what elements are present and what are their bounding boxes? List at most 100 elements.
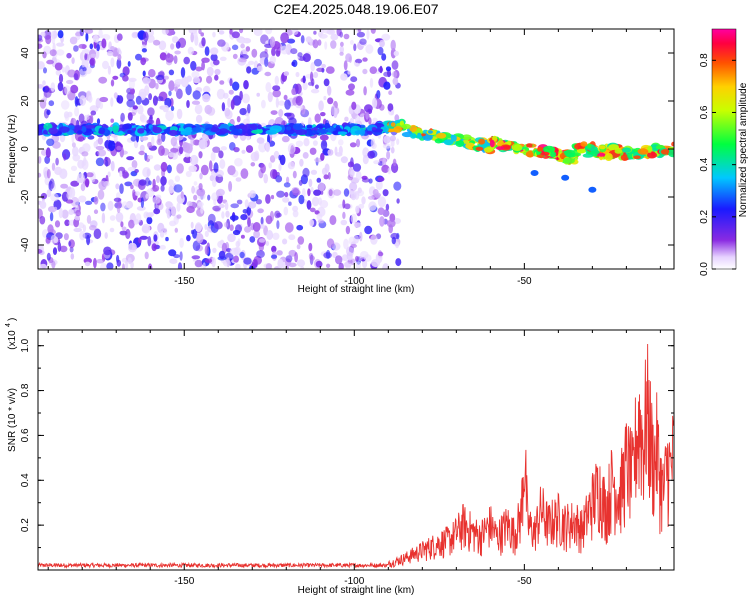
spectrogram-noise-cell	[361, 196, 366, 205]
spectrogram-noise-cell	[356, 31, 365, 38]
spectrogram-noise-cell	[317, 197, 323, 205]
spectrogram-noise-cell	[214, 68, 221, 76]
spectrogram-noise-cell	[56, 42, 65, 47]
spectrogram-noise-cell	[127, 257, 132, 265]
spectrogram-signal-cell	[239, 124, 248, 130]
snr-panel: -150 -100 -50 0.2 0.4 0.6 0.8 1.0 Height of st…	[5, 318, 675, 596]
spectrogram-noise-cell	[270, 254, 278, 259]
spectrogram-noise-cell	[358, 203, 365, 209]
spectrogram-noise-cell	[192, 240, 201, 252]
spectrogram-noise-cell	[96, 258, 105, 264]
spectrogram-noise-cell	[191, 255, 201, 260]
spectrogram-noise-cell	[375, 180, 383, 190]
spectrogram-signal-cell	[525, 151, 534, 158]
spectrogram-noise-cell	[340, 41, 344, 47]
spectrogram-noise-cell	[390, 47, 396, 59]
spectrogram-noise-cell	[197, 201, 204, 207]
spectrogram-noise-cell	[319, 33, 328, 39]
spectrogram-noise-cell	[139, 235, 149, 240]
spectrogram-signal-cell	[489, 139, 495, 148]
spectrogram-noise-cell	[207, 213, 216, 225]
spectrogram-noise-cell	[72, 146, 79, 157]
spectrogram-noise-cell	[346, 246, 355, 257]
spectrogram-noise-cell	[96, 44, 100, 52]
spectrogram-noise-cell	[216, 88, 225, 100]
spectrogram-noise-cell	[229, 78, 233, 87]
spectrogram-noise-cell	[330, 33, 339, 41]
spectrogram-noise-cell	[136, 206, 146, 211]
spectrogram-noise-cell	[391, 60, 399, 70]
spectrogram-signal-cell	[599, 145, 606, 150]
spectrogram-signal-cell	[180, 130, 192, 136]
spectrogram-noise-cell	[152, 184, 160, 192]
spectrogram-noise-cell	[395, 258, 402, 267]
spectrogram-signal-cell	[434, 138, 443, 144]
spectrogram-noise-cell	[352, 163, 362, 172]
spectrogram-signal-cell	[450, 134, 457, 142]
spectrogram-noise-cell	[138, 179, 147, 186]
spectrogram-noise-cell	[313, 189, 322, 196]
spectrogram-noise-cell	[212, 247, 217, 254]
spectrogram-noise-cell	[172, 36, 179, 44]
spectrogram-signal-cell	[371, 127, 377, 131]
spectrogram-noise-cell	[80, 183, 86, 192]
spectrogram-signal-cell	[620, 154, 629, 161]
spectrogram-noise-cell	[248, 265, 255, 269]
spectrogram-noise-cell	[295, 95, 303, 106]
spectrogram-noise-cell	[97, 189, 105, 200]
spectrogram-noise-cell	[326, 263, 331, 268]
spectrogram-noise-cell	[192, 229, 198, 239]
spectrogram-signal-cell	[577, 148, 586, 154]
spectrogram-noise-cell	[340, 156, 348, 164]
spectrogram-noise-cell	[323, 95, 327, 101]
spectrogram-noise-cell	[265, 29, 273, 35]
spectrogram-noise-cell	[348, 56, 352, 63]
snr-x-tick-label: -50	[517, 576, 532, 587]
spectrogram-noise-cell	[215, 190, 221, 197]
spectrogram-noise-cell	[258, 142, 267, 153]
spectrogram-noise-cell	[159, 231, 165, 238]
spectrogram-noise-cell	[253, 29, 263, 37]
spectrogram-noise-cell	[241, 149, 246, 154]
spectrogram-noise-cell	[282, 238, 288, 245]
spectrogram-noise-cell	[170, 206, 177, 217]
spectrogram-noise-cell	[162, 104, 169, 113]
spectrogram-noise-cell	[77, 173, 85, 184]
spectrogram-noise-cell	[204, 230, 209, 238]
spectrogram-signal-cell	[332, 130, 339, 135]
spectrogram-noise-cell	[319, 134, 329, 141]
colorbar-ticks: 0.0 0.2 0.4 0.6 0.8	[699, 53, 736, 276]
spectrogram-noise-cell	[355, 170, 362, 181]
spectrogram-noise-cell	[152, 95, 158, 106]
snr-x-label: Height of straight line (km)	[298, 585, 415, 596]
spectrogram-noise-cell	[277, 100, 286, 106]
spectrogram-signal-cell	[152, 126, 163, 134]
spectrogram-noise-cell	[60, 100, 70, 110]
spectrogram-noise-cell	[90, 110, 97, 116]
spectrogram-noise-cell	[81, 44, 87, 49]
spectrogram-noise-cell	[64, 85, 71, 95]
spectrogram-signal-cell	[483, 147, 493, 153]
colorbar-label: Normalized spectral amplitude	[738, 82, 749, 217]
spectrogram-noise-cell	[192, 90, 201, 100]
spectrogram-noise-cell	[379, 39, 385, 48]
spectrogram-noise-cell	[252, 259, 258, 268]
spectrogram-noise-cell	[348, 83, 355, 91]
spectrogram-noise-cell	[175, 41, 181, 49]
spectrogram-noise-cell	[190, 60, 197, 71]
spectrogram-noise-cell	[295, 71, 300, 78]
spectrogram-noise-cell	[185, 84, 192, 96]
spectrogram-noise-cell	[244, 226, 252, 233]
spectrogram-noise-cell	[327, 149, 334, 156]
snr-y-tick-label: 0.8	[20, 383, 31, 397]
spectrogram-noise-cell	[308, 178, 313, 188]
spectrogram-noise-cell	[127, 166, 136, 172]
spectrogram-noise-cell	[370, 138, 376, 148]
spectrogram-noise-cell	[119, 170, 123, 177]
spectrogram-noise-cell	[107, 65, 111, 75]
spectrogram-noise-cell	[192, 76, 200, 84]
spectrogram-signal-cell	[285, 126, 292, 131]
spectrogram-noise-cell	[320, 152, 325, 161]
spectrogram-noise-cell	[225, 210, 230, 218]
spectrogram-noise-cell	[68, 241, 72, 247]
